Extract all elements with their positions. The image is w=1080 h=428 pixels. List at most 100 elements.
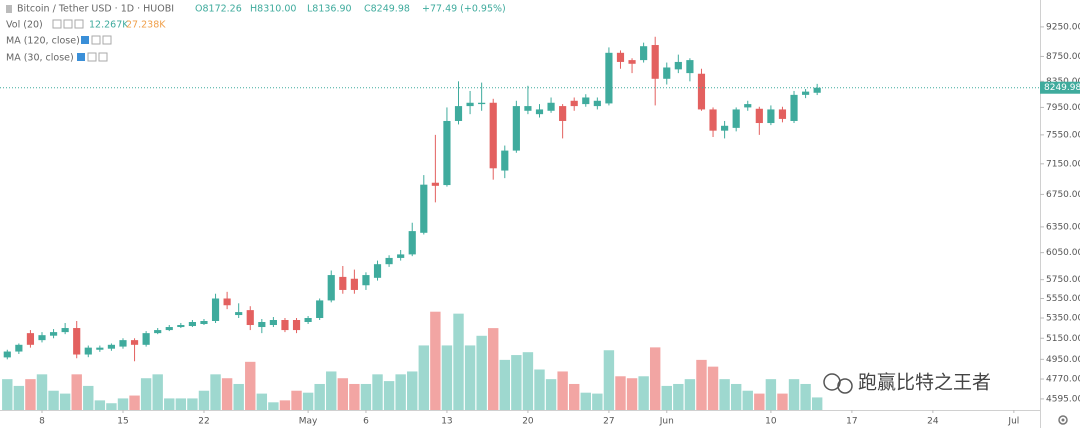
volume-bar xyxy=(545,379,557,410)
candle-body xyxy=(593,100,601,107)
volume-bar xyxy=(129,395,140,410)
volume-bar xyxy=(245,361,256,410)
candle-body xyxy=(651,45,659,79)
candle-body xyxy=(489,102,497,169)
volume-bar xyxy=(360,383,372,410)
candle-body xyxy=(119,340,127,347)
volume-bar xyxy=(407,371,418,410)
volume-bar xyxy=(337,378,349,410)
volume-bar xyxy=(800,383,811,410)
button[interactable] xyxy=(52,19,62,29)
ohlc-open: O8172.26 xyxy=(195,4,242,15)
symbol-title: Bitcoin / Tether USD · 1D · HUOBI xyxy=(17,4,174,15)
candle-body xyxy=(350,278,358,290)
candle-body xyxy=(235,312,243,316)
study-buttons[interactable] xyxy=(52,19,112,62)
candle-body xyxy=(385,257,393,265)
candle-body xyxy=(790,94,798,121)
y-tick-label: 4595.00 xyxy=(1046,394,1080,404)
candle-body xyxy=(640,46,648,61)
button[interactable] xyxy=(77,53,85,61)
button[interactable] xyxy=(98,52,108,62)
symbol-icon xyxy=(6,5,12,13)
candle-body xyxy=(535,109,544,115)
volume-bar xyxy=(499,359,510,410)
volume-bar xyxy=(603,350,615,410)
volume-bar xyxy=(210,374,221,410)
candle-body xyxy=(605,52,613,104)
volume-bar xyxy=(187,398,198,410)
volume-bar xyxy=(476,335,487,410)
volume-study: Vol (20) xyxy=(6,20,43,31)
volume-bar xyxy=(730,383,742,410)
y-tick-label: 4770.00 xyxy=(1046,375,1080,385)
candle-body xyxy=(223,298,231,306)
ma-study: MA (30, close) xyxy=(6,53,74,64)
button[interactable] xyxy=(87,52,97,62)
candle-body xyxy=(697,73,706,110)
button[interactable] xyxy=(74,19,84,29)
candle-body xyxy=(96,347,104,350)
candle-body xyxy=(26,333,35,345)
button[interactable] xyxy=(63,19,73,29)
volume-bar xyxy=(59,393,71,410)
x-tick-label: May xyxy=(299,417,318,427)
y-tick-label: 8750.00 xyxy=(1046,52,1080,62)
candle-body xyxy=(512,106,520,151)
volume-bar xyxy=(36,374,48,410)
volume-bar xyxy=(291,390,302,410)
ohlc-low: L8136.90 xyxy=(307,4,352,15)
volume-now: 12.267K xyxy=(89,20,129,31)
volume-bar xyxy=(117,398,129,410)
volume-bar xyxy=(765,379,777,410)
candle-body xyxy=(582,97,590,105)
candle-body xyxy=(559,106,567,121)
watermark: 跑赢比特之王者 xyxy=(858,372,991,394)
candle-body xyxy=(327,275,335,301)
candle-body xyxy=(732,109,740,128)
candle-body xyxy=(616,52,625,62)
volume-bar xyxy=(326,371,337,410)
volume-bar xyxy=(164,398,175,410)
candle-body xyxy=(61,328,69,333)
volume-bar xyxy=(707,366,719,410)
button[interactable] xyxy=(91,35,101,45)
volume-bar xyxy=(256,393,268,410)
volume-bar xyxy=(25,379,36,410)
volume-bar xyxy=(811,397,823,410)
settings-icon[interactable] xyxy=(1058,415,1068,425)
volume-bar xyxy=(314,383,325,410)
volume-bar xyxy=(453,313,464,410)
candle-body xyxy=(674,61,682,70)
x-tick-label: Jun xyxy=(659,417,674,427)
volume-bar xyxy=(673,383,684,410)
candle-body xyxy=(478,102,486,105)
candle-body xyxy=(188,321,196,327)
x-tick-label: 17 xyxy=(846,417,857,427)
y-tick-label: 5350.00 xyxy=(1046,314,1080,324)
volume-bar xyxy=(268,402,279,410)
button[interactable] xyxy=(102,35,112,45)
x-tick-label: 6 xyxy=(363,417,369,427)
candle-body xyxy=(802,91,810,95)
candle-body xyxy=(281,320,289,331)
volume-bar xyxy=(592,393,603,410)
volume-bar xyxy=(395,374,406,410)
volume-bar xyxy=(2,379,13,410)
y-tick-label: 6750.00 xyxy=(1046,190,1080,200)
ohlc-high: H8310.00 xyxy=(250,4,296,15)
candle-body xyxy=(408,231,416,255)
x-tick-label: 10 xyxy=(765,417,777,427)
x-tick-label: 24 xyxy=(927,417,939,427)
candle-body xyxy=(142,333,150,345)
last-price-box xyxy=(1040,81,1080,94)
y-tick-label: 5750.00 xyxy=(1046,275,1080,285)
candle-body xyxy=(165,327,173,331)
volume-bar xyxy=(754,393,765,410)
button[interactable] xyxy=(81,36,89,44)
candle-body xyxy=(304,318,312,322)
candle-body xyxy=(177,325,185,328)
volume-bar xyxy=(534,369,545,410)
y-tick-label: 9250.00 xyxy=(1046,22,1080,32)
